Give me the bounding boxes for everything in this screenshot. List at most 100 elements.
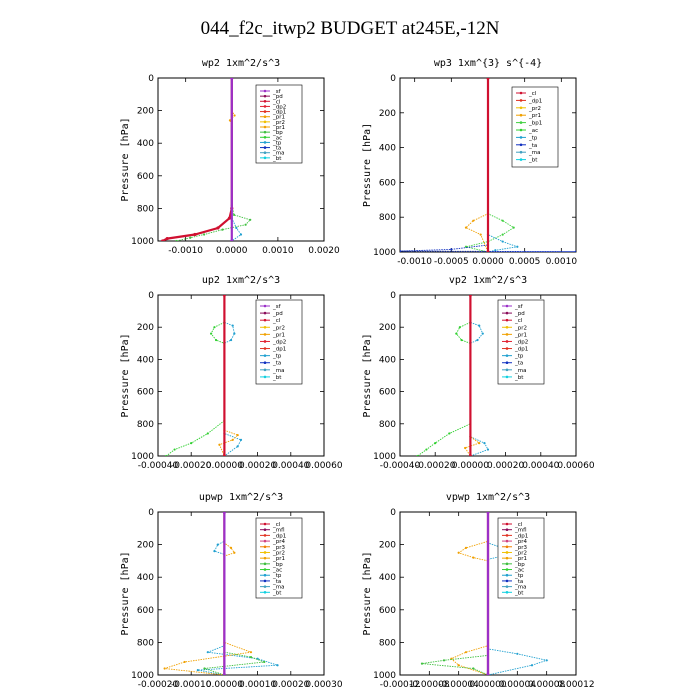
y-axis-label: Pressure [hPa] [362,333,373,417]
legend-marker [263,94,267,98]
series-line-pr1 [465,78,489,252]
legend-label: _pr2 [272,550,285,556]
legend-marker [519,143,523,147]
legend-marker [519,106,523,110]
legend-marker [505,539,509,543]
data-point-ac [210,332,213,335]
y-tick-label: 600 [379,388,396,398]
y-tick-label: 400 [379,355,396,365]
legend-label: _dp2 [514,339,528,345]
legend-label: _cl [514,318,523,324]
data-point-pr1 [472,219,475,222]
legend-marker [505,591,509,594]
x-tick-label: 0.00020 [239,461,276,471]
plot-frame [157,511,325,676]
legend-label: _dp2 [272,104,286,110]
legend-marker [505,304,509,308]
x-tick-label: 0.00000 [469,680,506,690]
data-point-pr1 [464,226,468,229]
legend-label: _pr1 [272,332,285,338]
series-line-ac [166,295,225,456]
legend-marker [263,354,267,357]
y-axis-label: Pressure [hPa] [362,551,373,635]
legend-marker [519,91,523,95]
y-tick-label: 800 [137,638,154,648]
figure-title: 044_f2c_itwp2 BUDGET at245E,-12N [200,18,500,39]
y-tick-label: 200 [137,107,154,117]
data-point-tp [239,233,243,236]
legend-label: _ta [514,361,523,367]
data-point-ac [425,448,428,451]
data-point-cl [486,78,490,80]
data-point-tp [530,664,534,667]
series-line-bp1 [465,78,515,252]
legend-label: _sf [272,304,282,310]
x-tick-label: -0.00004 [438,680,479,690]
legend-label: _ta [528,143,537,149]
chart-panel-3: up2 1xm^2/s^3 Pressure [hPa] 0 200 400 600 800… [120,275,343,471]
data-point-ac [213,326,216,329]
x-tick-label: 0.0020 [308,246,340,256]
data-point-ac [448,432,451,435]
y-tick-label: 200 [379,323,396,333]
y-tick-label: 600 [379,606,396,616]
data-point-pr1 [236,433,239,437]
legend-marker [505,318,509,322]
data-point-tp [236,445,239,448]
legend-marker [505,375,509,379]
legend-marker [263,539,267,543]
data-point-pr1 [472,556,475,559]
legend-label: _pr1 [272,556,285,562]
legend-marker [505,545,509,549]
y-axis-label: Pressure [hPa] [120,333,131,417]
legend-marker [505,311,509,315]
chart-panel-1: wp2 1xm^2/s^3 Pressure [hPa] 0 200 400 600 800… [120,58,340,256]
x-tick-label: 0.00060 [305,461,342,471]
series-group [420,512,549,675]
series-group [161,78,252,241]
legend-label: _pr1 [272,115,285,121]
legend-marker [505,325,509,329]
data-point-bp [263,660,266,664]
y-tick-label: 1000 [373,248,396,258]
y-tick-label: 400 [137,355,154,365]
data-point-bp1 [501,219,504,222]
legend-label: _bt [272,375,282,381]
data-point-tp [233,332,236,335]
legend-marker [519,121,523,124]
series-line-tp [223,295,242,456]
legend-label: _ma [528,150,540,156]
legend-marker [263,522,267,526]
chart-panel-6: vpwp 1xm^2/s^3 Pressure [hPa] 0 200 400 600 80… [362,492,595,690]
legend-marker [263,151,267,155]
data-point-sf [230,78,234,80]
legend-label: _ac [272,135,282,141]
data-point-bp [249,655,253,659]
x-tick-label: 0.0005 [509,257,541,267]
legend-label: _pr2 [528,106,541,112]
legend-marker [263,534,267,537]
x-tick-label: 0.0010 [262,246,294,256]
x-tick-label: -0.00040 [380,461,421,471]
data-point-bp [232,213,236,217]
data-point-pr1 [249,651,253,654]
legend-label: _bt [272,590,282,596]
data-point-ac [434,442,437,445]
y-tick-label: 1000 [373,452,396,462]
legend-label: _pr1 [528,113,541,119]
legend-marker [505,347,509,350]
legend-label: _ac [528,128,538,134]
legend-label: _bp [514,562,525,568]
legend-label: _pr4 [272,539,286,545]
x-tick-label: 0.00004 [499,680,536,690]
y-tick-label: 200 [379,541,396,551]
series-line-pr1 [218,295,239,456]
data-point-bp [244,223,247,226]
legend-marker [263,368,267,372]
data-point-pr1 [218,443,221,446]
series-line-pr1 [164,512,252,675]
legend-marker [505,585,509,588]
legend-label: _ma [272,151,284,157]
legend-marker [263,99,267,103]
